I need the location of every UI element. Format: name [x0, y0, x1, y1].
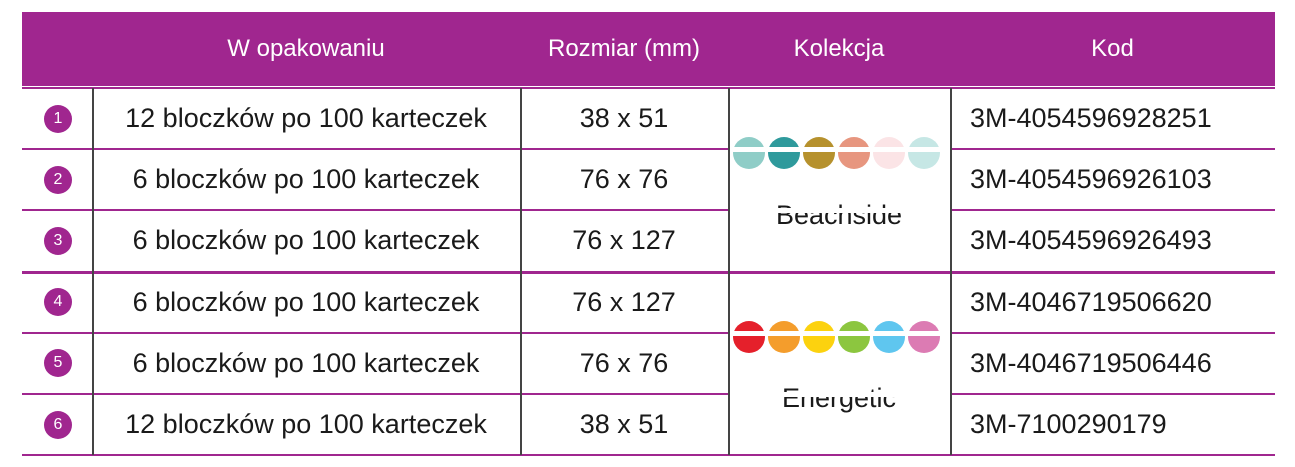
packaging: 6 bloczków po 100 karteczek: [132, 164, 480, 195]
color-dot: [908, 320, 940, 353]
column-line: [520, 88, 522, 456]
packaging: 6 bloczków po 100 karteczek: [132, 286, 480, 317]
row-line: [22, 209, 1275, 212]
row-line: [22, 87, 1275, 89]
size: 76 x 76: [579, 347, 669, 378]
cell-cover: [729, 147, 950, 153]
header-band: [22, 12, 1275, 86]
code: 3M-4054596926493: [970, 225, 1212, 256]
size: 38 x 51: [579, 103, 669, 134]
column-header: W opakowaniu: [227, 35, 385, 62]
code: 3M-4054596926103: [970, 164, 1212, 195]
size: 76 x 127: [572, 286, 676, 317]
row-line: [22, 393, 1275, 395]
column-header: Kolekcja: [793, 35, 885, 62]
cell-cover: [729, 330, 950, 336]
packaging: 6 bloczków po 100 karteczek: [132, 347, 480, 378]
size: 38 x 51: [579, 409, 669, 440]
cell-cover: [729, 392, 950, 397]
column-line: [728, 88, 730, 456]
collection-name: Energetic: [781, 383, 897, 414]
code: 3M-7100290179: [970, 409, 1167, 440]
packaging: 12 bloczków po 100 karteczek: [125, 103, 487, 134]
color-dot: [768, 137, 800, 169]
cell-cover: [729, 208, 950, 214]
color-dot: [873, 320, 905, 353]
packaging: 12 bloczków po 100 karteczek: [125, 409, 487, 440]
packaging: 6 bloczków po 100 karteczek: [132, 225, 480, 256]
row-line: [22, 270, 1275, 274]
color-dot: [733, 320, 765, 353]
color-dot: [768, 320, 800, 353]
code: 3M-4046719506620: [970, 286, 1212, 317]
color-dot: [908, 137, 940, 169]
column-header: Kod: [1091, 35, 1134, 62]
color-dot: [733, 137, 765, 169]
column-line: [950, 88, 952, 456]
size: 76 x 127: [572, 225, 676, 256]
code: 3M-4046719506446: [970, 347, 1212, 378]
row-number: 5: [44, 349, 72, 378]
row-number: 2: [44, 165, 72, 194]
color-dot: [803, 137, 835, 169]
color-dot: [838, 137, 870, 169]
row-number: 6: [44, 410, 72, 439]
color-dot: [803, 320, 835, 353]
row-line: [22, 148, 1275, 151]
color-dot: [873, 137, 905, 169]
row-line: [22, 331, 1275, 334]
column-line: [92, 88, 94, 456]
row-line: [22, 454, 1275, 457]
row-number: 1: [44, 104, 72, 133]
row-number: 4: [44, 288, 72, 317]
row-number: 3: [44, 227, 72, 255]
code: 3M-4054596928251: [970, 103, 1212, 134]
collection-name: Beachside: [775, 199, 903, 230]
size: 76 x 76: [579, 164, 669, 195]
color-dot: [838, 320, 870, 353]
column-header: Rozmiar (mm): [548, 35, 700, 62]
